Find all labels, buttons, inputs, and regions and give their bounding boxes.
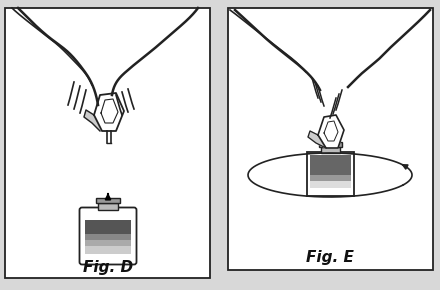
FancyBboxPatch shape <box>80 208 136 264</box>
Bar <box>310 181 351 188</box>
Polygon shape <box>308 131 326 148</box>
Bar <box>96 198 120 203</box>
Text: Fig. E: Fig. E <box>306 250 354 265</box>
Polygon shape <box>318 115 344 148</box>
Bar <box>85 254 131 259</box>
Polygon shape <box>84 110 100 131</box>
Bar <box>85 240 131 246</box>
Bar <box>98 203 118 210</box>
Bar <box>321 147 340 153</box>
FancyBboxPatch shape <box>307 152 354 196</box>
Bar <box>85 246 131 254</box>
Bar <box>85 234 131 240</box>
Bar <box>310 175 351 181</box>
Bar <box>319 142 342 147</box>
Text: Fig. D: Fig. D <box>83 260 133 275</box>
Bar <box>85 220 131 234</box>
Bar <box>310 155 351 175</box>
Bar <box>228 8 433 270</box>
Polygon shape <box>94 93 124 131</box>
Bar <box>5 8 210 278</box>
Bar <box>310 188 351 193</box>
